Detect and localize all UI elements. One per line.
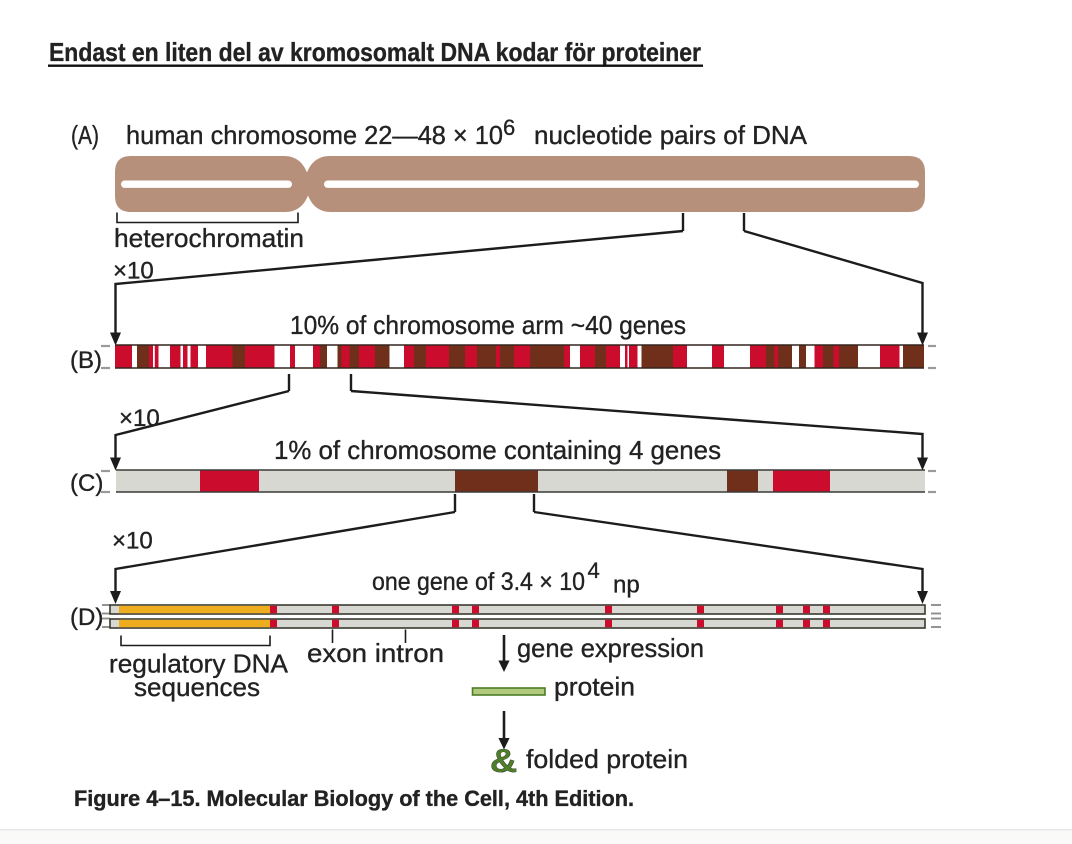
svg-text:4: 4 [588, 558, 600, 583]
svg-text:(A): (A) [71, 120, 99, 150]
svg-text:exon intron: exon intron [307, 638, 444, 668]
svg-text:nucleotide pairs of DNA: nucleotide pairs of DNA [534, 120, 808, 150]
svg-text:protein: protein [554, 672, 635, 702]
svg-text:folded protein: folded protein [526, 744, 688, 774]
svg-text:&: & [490, 742, 517, 779]
svg-text:gene expression: gene expression [517, 633, 704, 663]
svg-text:human chromosome 22—48 × 10: human chromosome 22—48 × 10 [126, 120, 503, 150]
svg-text:Endast en liten del av kromoso: Endast en liten del av kromosomalt DNA k… [49, 37, 701, 67]
svg-text:×10: ×10 [112, 528, 153, 555]
svg-text:(B): (B) [70, 347, 102, 374]
svg-text:np: np [613, 572, 640, 599]
svg-text:×10: ×10 [119, 405, 160, 432]
svg-text:6: 6 [503, 115, 515, 140]
svg-text:regulatory DNA: regulatory DNA [109, 649, 289, 679]
svg-text:(D): (D) [70, 604, 103, 631]
svg-text:sequences: sequences [134, 672, 260, 702]
svg-text:Figure 4–15. Molecular Biology: Figure 4–15. Molecular Biology of the Ce… [74, 786, 634, 811]
svg-text:10% of chromosome arm ~40 gene: 10% of chromosome arm ~40 genes [290, 310, 686, 340]
svg-text:one gene of 3.4 × 10: one gene of 3.4 × 10 [372, 568, 585, 596]
svg-text:heterochromatin: heterochromatin [114, 223, 304, 253]
svg-text:×10: ×10 [113, 258, 154, 285]
svg-text:(C): (C) [70, 470, 103, 497]
svg-text:1% of chromosome containing 4: 1% of chromosome containing 4 genes [274, 435, 721, 465]
